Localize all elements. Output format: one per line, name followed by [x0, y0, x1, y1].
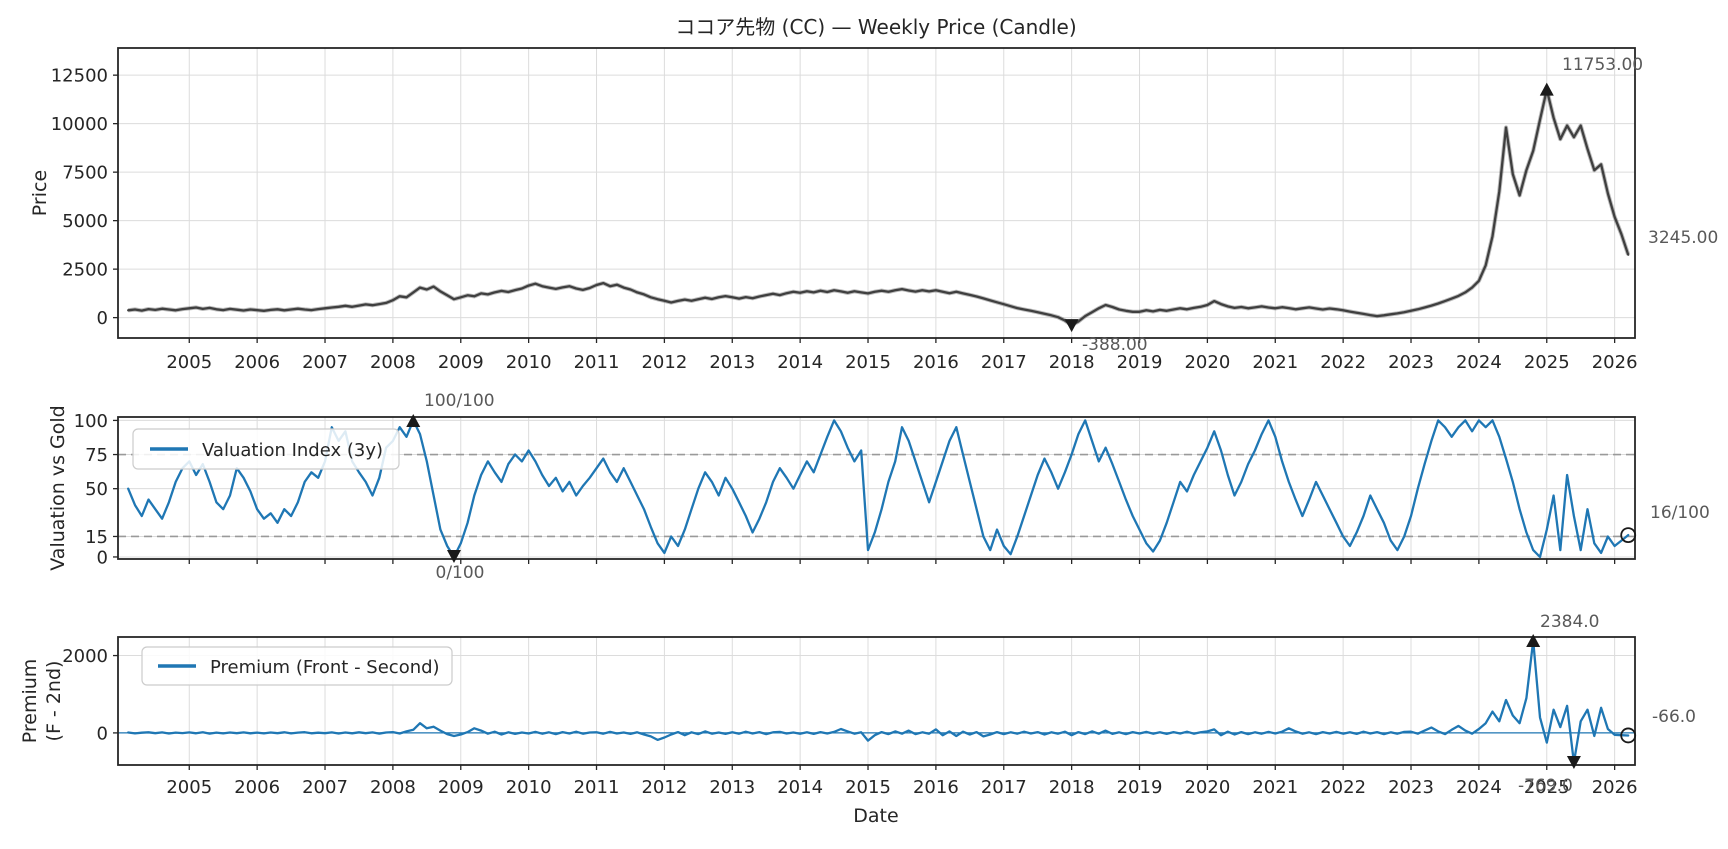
y-tick-label: 2000: [62, 646, 108, 667]
x-tick-label: 2008: [370, 777, 416, 798]
x-tick-label: 2026: [1592, 352, 1638, 373]
x-tick-label: 2008: [370, 352, 416, 373]
x-tick-label: 2012: [641, 352, 687, 373]
x-tick-label: 2021: [1252, 777, 1298, 798]
x-tick-label: 2025: [1524, 777, 1570, 798]
x-tick-label: 2014: [777, 777, 823, 798]
x-tick-label: 2021: [1252, 352, 1298, 373]
y-tick-label: 5000: [62, 211, 108, 232]
x-tick-label: 2017: [981, 777, 1027, 798]
y-axis-label-premium-line1: Premium: [19, 659, 41, 744]
premium-panel-frame: [117, 636, 1636, 766]
x-tick-label: 2022: [1320, 352, 1366, 373]
annotation-price-high-label: 11753.00: [1562, 55, 1643, 75]
annotation-valuation-last-label: 16/100: [1650, 503, 1710, 523]
x-tick-label: 2019: [1117, 352, 1163, 373]
x-tick-label: 2020: [1184, 777, 1230, 798]
marker-triangle-up-val_high: [406, 414, 421, 427]
x-tick-label: 2010: [506, 777, 552, 798]
chart-render-layer: 2005 2006 2007 2008 2009 2010 2011 2012 2013 2014…: [51, 47, 1638, 798]
x-tick-label: 2006: [234, 352, 280, 373]
annotation-premium-low-label: -769.0: [1518, 776, 1573, 796]
annotation-valuation-high-label: 100/100: [424, 391, 495, 411]
y-tick-label: 12500: [51, 66, 108, 87]
marker-triangle-down-price_low: [1064, 319, 1079, 333]
x-tick-label: 2019: [1117, 777, 1163, 798]
x-tick-label: 2020: [1184, 352, 1230, 373]
y-tick-label: 75: [85, 445, 108, 466]
x-tick-label: 2006: [234, 777, 280, 798]
x-tick-label: 2015: [845, 352, 891, 373]
y-tick-label: 0: [97, 547, 108, 568]
x-tick-label: 2017: [981, 352, 1027, 373]
marker-triangle-up-prem_high: [1526, 634, 1541, 647]
marker-circle-val_last: [1620, 527, 1637, 544]
annotation-valuation-low-label: 0/100: [436, 563, 485, 583]
annotation-price-low-label: -388.00: [1082, 335, 1148, 355]
x-tick-label: 2013: [709, 352, 755, 373]
y-tick-label: 2500: [62, 260, 108, 281]
marker-circle-prem_last: [1620, 727, 1637, 744]
x-tick-label: 2016: [913, 352, 959, 373]
x-tick-label: 2024: [1456, 352, 1502, 373]
y-axis-label-premium-line2: (F - 2nd): [43, 661, 65, 742]
y-axis-label-valuation: Valuation vs Gold: [47, 405, 69, 570]
x-tick-label: 2012: [641, 777, 687, 798]
y-tick-label: 15: [85, 527, 108, 548]
y-tick-label: 7500: [62, 163, 108, 184]
legend-premium-label: Premium (Front - Second): [210, 657, 440, 678]
premium-series-line: [127, 639, 1630, 764]
y-tick-label: 100: [74, 411, 108, 432]
price-series-line: [127, 88, 1630, 327]
chart-title: ココア先物 (CC) — Weekly Price (Candle): [675, 15, 1076, 39]
x-tick-label: 2010: [506, 352, 552, 373]
legend-valuation: Valuation Index (3y): [132, 428, 400, 470]
x-tick-label: 2011: [574, 777, 620, 798]
y-axis-label-price: Price: [29, 170, 51, 216]
x-tick-label: 2007: [302, 352, 348, 373]
x-tick-label: 2015: [845, 777, 891, 798]
x-tick-label: 2016: [913, 777, 959, 798]
x-tick-label: 2005: [166, 777, 212, 798]
price-panel-frame: [117, 47, 1636, 339]
y-tick-label: 0: [97, 308, 108, 329]
annotation-price-last-label: 3245.00: [1648, 228, 1718, 248]
x-tick-label: 2009: [438, 352, 484, 373]
x-tick-label: 2023: [1388, 352, 1434, 373]
x-axis-label: Date: [853, 805, 898, 827]
x-tick-label: 2022: [1320, 777, 1366, 798]
x-tick-label: 2024: [1456, 777, 1502, 798]
marker-triangle-down-prem_low: [1566, 756, 1581, 769]
y-tick-label: 50: [85, 479, 108, 500]
valuation-series-line: [127, 419, 1630, 559]
legend-valuation-label: Valuation Index (3y): [202, 440, 383, 461]
legend-premium: Premium (Front - Second): [141, 646, 453, 686]
x-tick-label: 2011: [574, 352, 620, 373]
x-tick-label: 2014: [777, 352, 823, 373]
annotation-premium-last-label: -66.0: [1652, 707, 1696, 727]
x-tick-label: 2013: [709, 777, 755, 798]
x-tick-label: 2007: [302, 777, 348, 798]
price-series-band: [127, 87, 1631, 328]
y-tick-label: 0: [97, 723, 108, 744]
marker-triangle-down-val_low: [446, 550, 461, 563]
marker-triangle-up-price_high: [1539, 82, 1554, 96]
annotation-premium-high-label: 2384.0: [1540, 612, 1599, 632]
x-tick-label: 2018: [1049, 352, 1095, 373]
x-tick-label: 2025: [1524, 352, 1570, 373]
legend-valuation-box: [132, 428, 400, 470]
x-tick-label: 2023: [1388, 777, 1434, 798]
x-tick-label: 2018: [1049, 777, 1095, 798]
legend-premium-box: [141, 646, 453, 686]
x-tick-label: 2009: [438, 777, 484, 798]
valuation-panel-frame: [117, 416, 1636, 560]
x-tick-label: 2026: [1592, 777, 1638, 798]
y-tick-label: 10000: [51, 114, 108, 135]
x-tick-label: 2005: [166, 352, 212, 373]
